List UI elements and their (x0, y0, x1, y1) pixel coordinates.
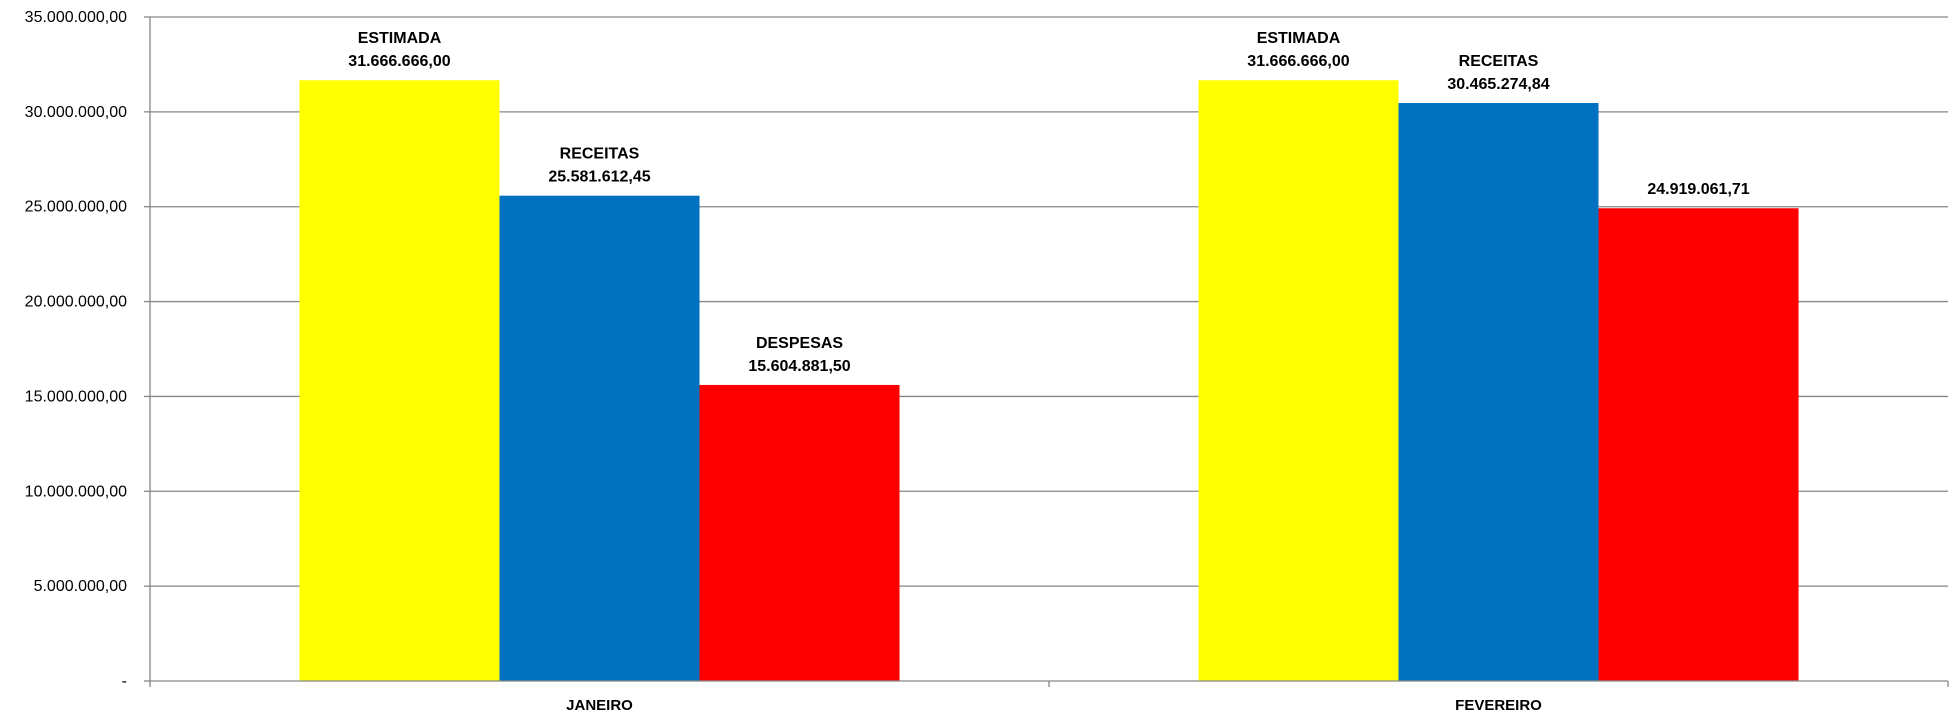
x-category-label: FEVEREIRO (1455, 697, 1542, 714)
data-label-value: 31.666.666,00 (1247, 53, 1349, 70)
bar (1598, 208, 1799, 681)
y-axis-tick-labels: - 5.000.000,00 10.000.000,00 15.000.000,00 2… (25, 9, 127, 690)
data-label-value: 30.465.274,84 (1447, 76, 1549, 93)
bars (299, 80, 1799, 682)
bar (1398, 103, 1599, 681)
y-tick-label: 35.000.000,00 (25, 9, 127, 26)
data-label-value: 31.666.666,00 (348, 53, 450, 70)
x-axis-category-labels: JANEIRO FEVEREIRO (566, 697, 1542, 714)
data-label-value: 25.581.612,45 (548, 169, 650, 186)
data-label-value: 24.919.061,71 (1647, 181, 1749, 198)
data-label-name: ESTIMADA (358, 30, 442, 47)
y-tick-label: 25.000.000,00 (25, 199, 127, 216)
y-tick-label: 30.000.000,00 (25, 104, 127, 121)
bar (699, 384, 900, 681)
bar (499, 195, 700, 681)
data-label-name: DESPESAS (756, 335, 843, 352)
y-tick-label: 20.000.000,00 (25, 294, 127, 311)
y-tick-label: 10.000.000,00 (25, 483, 127, 500)
y-tick-label: - (122, 673, 127, 690)
axes (144, 16, 1949, 687)
x-category-label: JANEIRO (566, 697, 633, 714)
data-label-name: RECEITAS (1459, 53, 1539, 70)
data-labels: 31.666.666,00 ESTIMADA 25.581.612,45 RECEIT… (348, 30, 1749, 375)
y-tick-label: 5.000.000,00 (34, 578, 128, 595)
bar (299, 80, 500, 682)
data-label-name: RECEITAS (560, 146, 640, 163)
data-label-name: ESTIMADA (1257, 30, 1341, 47)
data-label-value: 15.604.881,50 (748, 358, 850, 375)
bar (1198, 80, 1399, 682)
y-tick-label: 15.000.000,00 (25, 388, 127, 405)
